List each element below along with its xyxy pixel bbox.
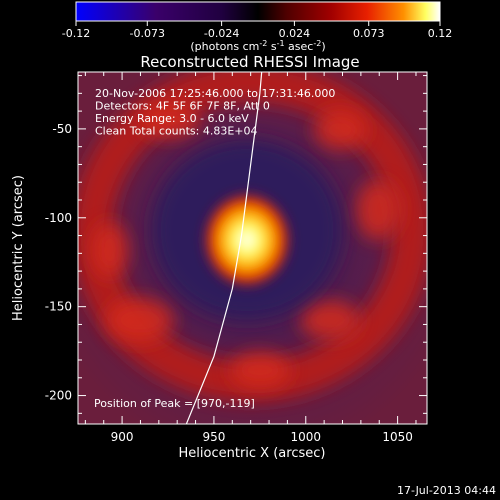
- colorbar-tick-label: -0.073: [130, 27, 165, 40]
- ring-blob: [314, 110, 366, 150]
- heatmap-peak: [199, 188, 295, 292]
- solar-limb-curve: [185, 72, 263, 424]
- y-tick-label: -100: [45, 211, 72, 225]
- heatmap-image: [78, 72, 427, 424]
- ring-blob: [106, 298, 174, 342]
- y-tick-label: -150: [45, 300, 72, 314]
- colorbar-ticks: -0.12 -0.073 -0.024 0.024 0.073 0.12: [62, 21, 452, 40]
- ring-blob: [230, 352, 290, 388]
- ring-blob: [140, 102, 200, 138]
- colorbar-tick-label: -0.12: [62, 27, 90, 40]
- y-axis-ticks: -50 -100 -150 -200: [45, 75, 427, 414]
- plot-frame: [77, 71, 428, 425]
- x-tick-label: 1000: [290, 430, 321, 444]
- annotation-line: Clean Total counts: 4.83E+04: [95, 125, 258, 138]
- x-tick-label: 950: [202, 430, 225, 444]
- annotation-line: Energy Range: 3.0 - 6.0 keV: [95, 112, 249, 125]
- y-tick-label: -50: [52, 122, 72, 136]
- peak-position-label: Position of Peak = [970,-119]: [94, 397, 255, 410]
- colorbar: -0.12 -0.073 -0.024 0.024 0.073 0.12 (photons…: [62, 1, 452, 53]
- y-tick-label: -200: [45, 389, 72, 403]
- annotation-line: Detectors: 4F 5F 6F 7F 8F, Att 0: [95, 100, 270, 113]
- colorbar-unit-label: (photons cm-2 s-1 asec-2): [190, 39, 325, 53]
- chart-title: Reconstructed RHESSI Image: [140, 53, 359, 71]
- ring-blob: [300, 300, 360, 340]
- x-axis-ticks: 900 950 1000 1050: [84, 72, 417, 444]
- footer-timestamp: 17-Jul-2013 04:44: [397, 484, 496, 497]
- x-axis-title: Heliocentric X (arcsec): [179, 446, 326, 461]
- x-tick-label: 1050: [382, 430, 413, 444]
- colorbar-gradient: [75, 1, 441, 22]
- colorbar-tick-label: 0.12: [428, 27, 453, 40]
- ring-blob: [356, 180, 400, 240]
- colorbar-tick-label: -0.024: [204, 27, 239, 40]
- colorbar-tick-label: 0.024: [279, 27, 311, 40]
- x-tick-label: 900: [111, 430, 134, 444]
- heatmap-ring-blobs: [92, 102, 400, 388]
- colorbar-tick-label: 0.073: [353, 27, 385, 40]
- annotation-line: 20-Nov-2006 17:25:46.000 to 17:31:46.000: [95, 87, 335, 100]
- annotation-block: 20-Nov-2006 17:25:46.000 to 17:31:46.000…: [95, 87, 335, 138]
- y-axis-title: Heliocentric Y (arcsec): [11, 175, 26, 321]
- ring-blob: [92, 222, 128, 278]
